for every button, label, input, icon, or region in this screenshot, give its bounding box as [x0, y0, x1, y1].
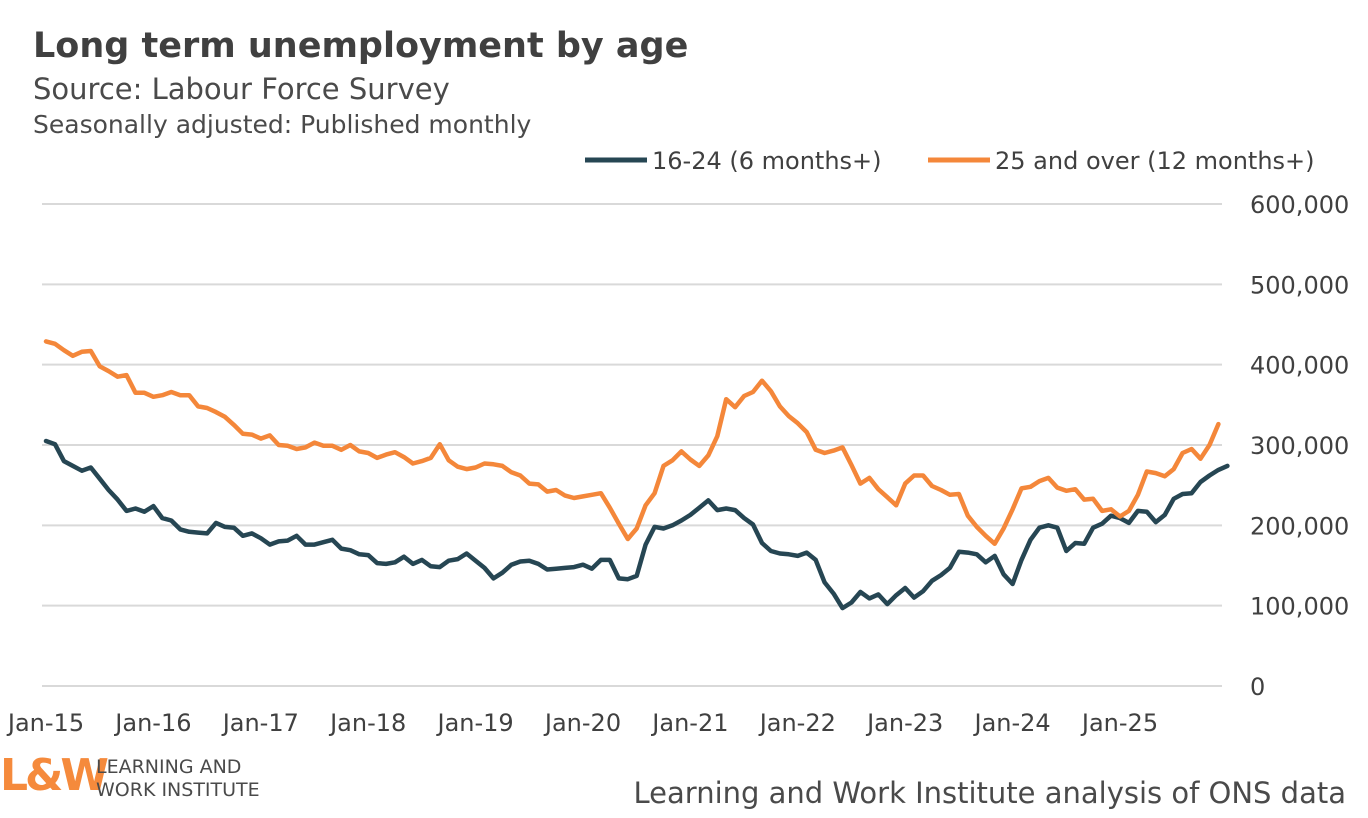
legend-label-2: 25 and over (12 months+) — [995, 147, 1315, 175]
y-tick-label: 200,000 — [1250, 512, 1349, 540]
logo-text-line1: LEARNING AND — [96, 756, 242, 778]
y-tick-label: 600,000 — [1250, 191, 1349, 219]
lw-logo: L&W LEARNING AND WORK INSTITUTE — [0, 752, 300, 802]
source-credit: Learning and Work Institute analysis of … — [633, 776, 1346, 810]
x-tick-label: Jan-15 — [6, 709, 84, 737]
y-tick-label: 100,000 — [1250, 593, 1349, 621]
x-tick-label: Jan-25 — [1080, 709, 1158, 737]
x-tick-label: Jan-20 — [543, 709, 621, 737]
x-tick-label: Jan-19 — [435, 709, 513, 737]
x-tick-label: Jan-22 — [758, 709, 836, 737]
chart-subtitle-2: Seasonally adjusted: Published monthly — [33, 110, 532, 139]
x-tick-label: Jan-18 — [328, 709, 406, 737]
x-tick-label: Jan-24 — [972, 709, 1050, 737]
chart-title: Long term unemployment by age — [33, 26, 689, 66]
y-tick-label: 400,000 — [1250, 352, 1349, 380]
y-tick-label: 300,000 — [1250, 432, 1349, 460]
x-tick-label: Jan-16 — [113, 709, 191, 737]
legend-label-1: 16-24 (6 months+) — [652, 147, 882, 175]
series-line-2 — [43, 339, 1221, 547]
x-tick-label: Jan-21 — [650, 709, 728, 737]
x-tick-label: Jan-23 — [865, 709, 943, 737]
y-tick-label: 500,000 — [1250, 271, 1349, 299]
logo-text-line2: WORK INSTITUTE — [96, 779, 260, 801]
lw-logo-mark: L&W — [0, 750, 109, 801]
y-tick-label: 0 — [1250, 673, 1265, 701]
chart-subtitle: Source: Labour Force Survey — [33, 72, 450, 106]
series-line-1 — [43, 438, 1230, 611]
x-tick-label: Jan-17 — [221, 709, 299, 737]
